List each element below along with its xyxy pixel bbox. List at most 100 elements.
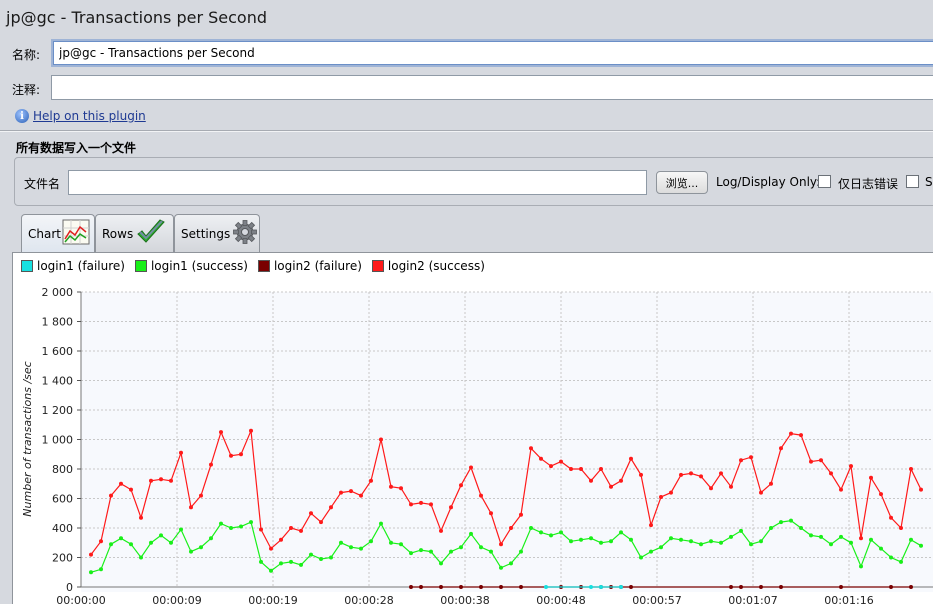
- x-tick-label: 00:01:07: [728, 594, 777, 604]
- data-point: [399, 486, 403, 491]
- data-point: [149, 540, 153, 545]
- data-point: [729, 585, 733, 589]
- tab-chart[interactable]: Chart: [21, 214, 95, 252]
- name-label: 名称:: [12, 48, 41, 62]
- info-icon: i: [15, 109, 29, 123]
- data-point: [169, 478, 173, 483]
- data-point: [269, 568, 273, 573]
- legend-item: login2 (failure): [257, 259, 362, 273]
- y-tick-label: 1 200: [42, 404, 74, 417]
- tab-rows[interactable]: Rows: [95, 214, 174, 252]
- successes-checkbox[interactable]: [906, 175, 919, 188]
- data-point: [409, 502, 413, 507]
- chart-icon: [62, 219, 90, 248]
- data-point: [499, 585, 503, 589]
- series-login1-failure: [544, 585, 623, 589]
- x-tick-label: 00:00:48: [536, 594, 585, 604]
- data-point: [469, 531, 473, 536]
- data-point: [559, 530, 563, 535]
- data-point: [289, 559, 293, 564]
- file-section-title: 所有数据写入一个文件: [16, 141, 137, 155]
- x-tick-label: 00:00:19: [248, 594, 297, 604]
- data-point: [119, 536, 123, 541]
- data-point: [239, 452, 243, 457]
- data-point: [159, 477, 163, 482]
- data-point: [689, 471, 693, 476]
- y-tick-label: 200: [52, 552, 73, 565]
- checkmark-icon: [135, 218, 167, 249]
- data-point: [779, 446, 783, 451]
- chart-legend: login1 (failure) login1 (success) login2…: [21, 259, 485, 273]
- data-point: [709, 486, 713, 491]
- data-point: [599, 585, 603, 589]
- legend-label: login1 (failure): [37, 259, 125, 273]
- data-point: [219, 521, 223, 526]
- y-tick-label: 600: [52, 493, 73, 506]
- data-point: [289, 526, 293, 530]
- data-point: [679, 472, 683, 477]
- data-point: [609, 539, 613, 544]
- data-point: [779, 520, 783, 525]
- data-point: [439, 528, 443, 533]
- data-point: [549, 464, 553, 469]
- data-point: [89, 552, 93, 557]
- data-point: [589, 536, 593, 541]
- data-point: [589, 478, 593, 483]
- data-point: [89, 570, 93, 575]
- data-point: [319, 520, 323, 525]
- legend-label: login2 (failure): [273, 259, 362, 273]
- data-point: [109, 542, 113, 547]
- series-login2-success: [89, 428, 923, 557]
- data-point: [889, 585, 893, 589]
- data-point: [679, 537, 683, 542]
- data-point: [819, 534, 823, 539]
- data-point: [349, 489, 353, 494]
- name-input[interactable]: [53, 41, 933, 65]
- browse-button[interactable]: 浏览...: [656, 171, 708, 194]
- errors-only-checkbox[interactable]: [818, 175, 831, 188]
- data-point: [309, 511, 313, 516]
- data-point: [619, 530, 623, 535]
- comment-field[interactable]: [51, 75, 933, 100]
- data-point: [499, 565, 503, 570]
- data-point: [509, 526, 513, 530]
- data-point: [869, 537, 873, 542]
- data-point: [589, 585, 593, 589]
- data-point: [779, 585, 783, 589]
- data-point: [749, 455, 753, 460]
- data-point: [699, 542, 703, 547]
- x-tick-label: 00:01:16: [824, 594, 873, 604]
- comment-input[interactable]: [52, 76, 933, 99]
- filename-field[interactable]: [68, 170, 647, 195]
- legend-swatch: [257, 260, 270, 272]
- tab-settings[interactable]: Settings: [174, 214, 260, 252]
- gear-icon: [232, 219, 258, 248]
- data-point: [389, 484, 393, 489]
- log-display-label: Log/Display Only:: [716, 175, 821, 189]
- name-field[interactable]: [51, 39, 933, 67]
- y-axis-label: Number of transactions /sec: [21, 361, 34, 516]
- data-point: [319, 557, 323, 561]
- series-login1-success: [89, 518, 923, 575]
- data-point: [299, 562, 303, 567]
- x-tick-label: 00:00:09: [152, 594, 201, 604]
- x-tick-label: 00:00:28: [344, 594, 393, 604]
- data-point: [139, 515, 143, 520]
- filename-input[interactable]: [69, 171, 646, 194]
- data-point: [419, 548, 423, 553]
- data-point: [899, 559, 903, 564]
- data-point: [229, 453, 233, 458]
- data-point: [479, 493, 483, 498]
- errors-only-label: 仅日志错误: [838, 177, 899, 191]
- data-point: [549, 533, 553, 538]
- data-point: [759, 490, 763, 495]
- data-point: [789, 518, 793, 523]
- data-point: [809, 459, 813, 464]
- data-point: [769, 481, 773, 486]
- data-point: [849, 464, 853, 469]
- help-link[interactable]: Help on this plugin: [33, 109, 146, 123]
- data-point: [179, 450, 183, 455]
- data-point: [279, 537, 283, 542]
- data-point: [639, 555, 643, 560]
- data-point: [729, 484, 733, 489]
